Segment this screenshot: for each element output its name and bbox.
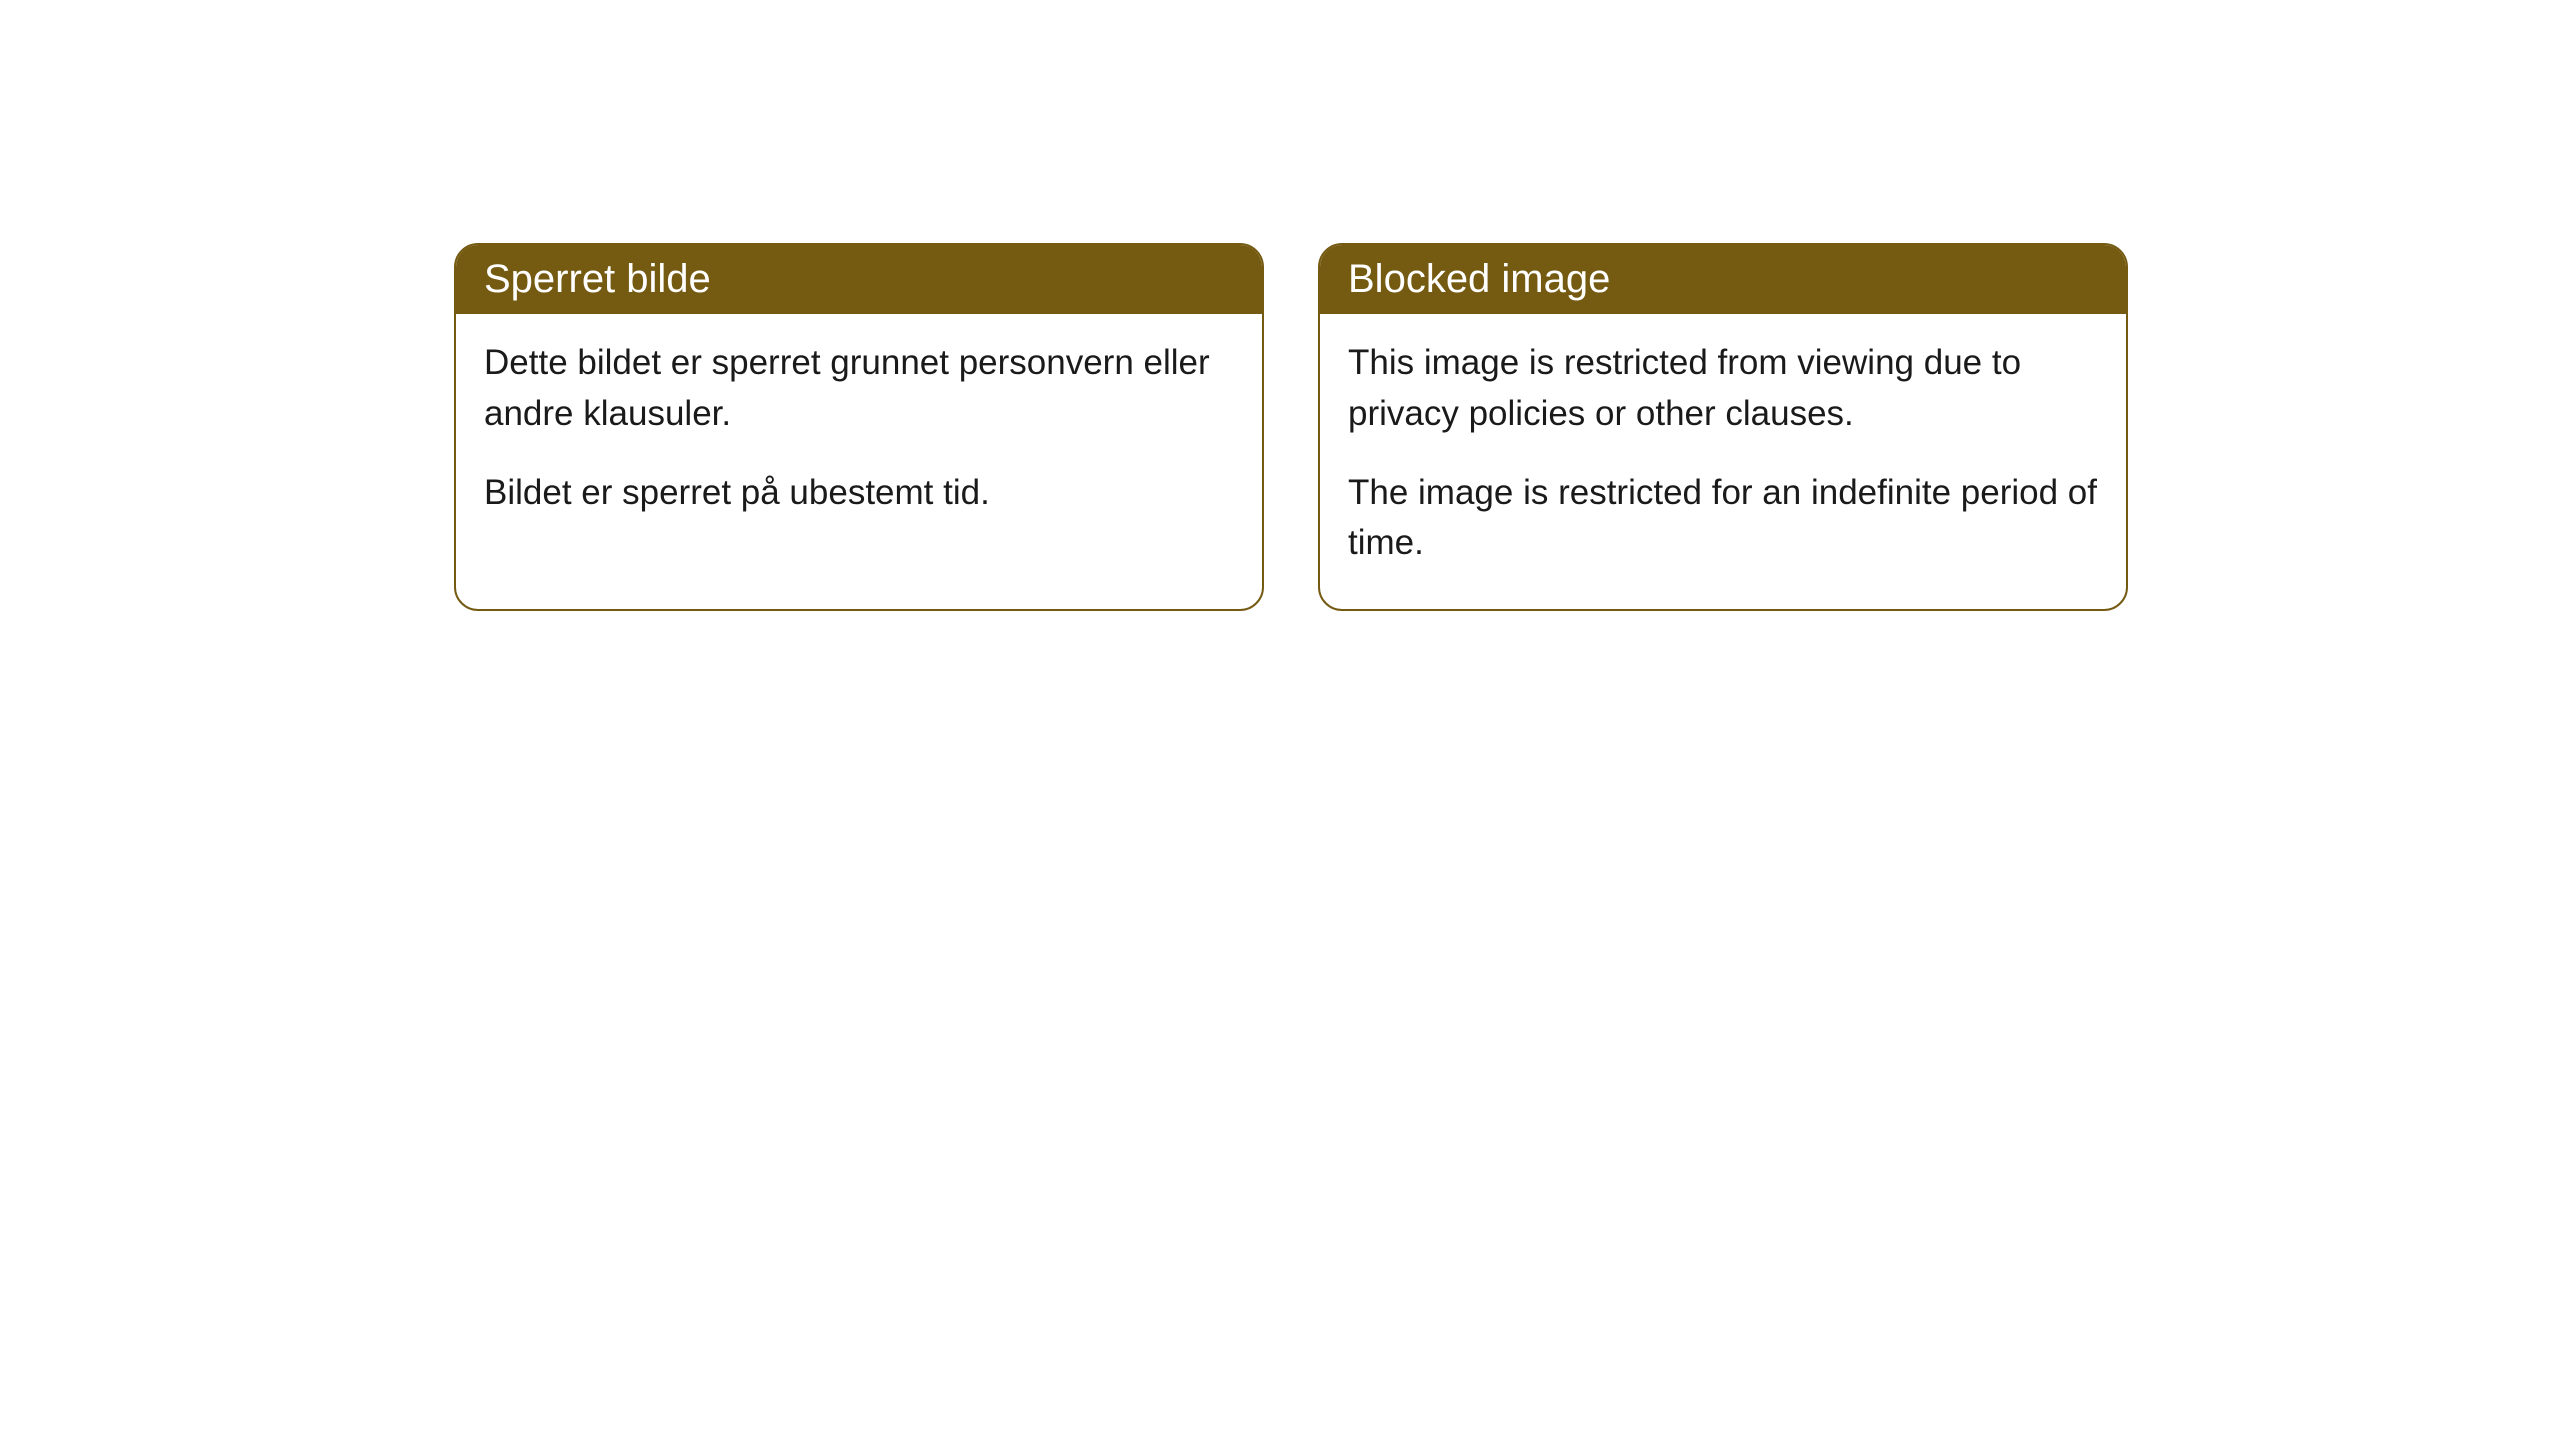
card-paragraph-1-norwegian: Dette bildet er sperret grunnet personve… — [484, 338, 1234, 440]
card-header-norwegian: Sperret bilde — [456, 245, 1262, 314]
notice-cards-container: Sperret bilde Dette bildet er sperret gr… — [454, 243, 2128, 611]
blocked-image-card-english: Blocked image This image is restricted f… — [1318, 243, 2128, 611]
card-body-english: This image is restricted from viewing du… — [1320, 314, 2126, 609]
card-body-norwegian: Dette bildet er sperret grunnet personve… — [456, 314, 1262, 558]
card-paragraph-2-norwegian: Bildet er sperret på ubestemt tid. — [484, 468, 1234, 519]
card-paragraph-2-english: The image is restricted for an indefinit… — [1348, 468, 2098, 570]
card-paragraph-1-english: This image is restricted from viewing du… — [1348, 338, 2098, 440]
blocked-image-card-norwegian: Sperret bilde Dette bildet er sperret gr… — [454, 243, 1264, 611]
card-header-english: Blocked image — [1320, 245, 2126, 314]
